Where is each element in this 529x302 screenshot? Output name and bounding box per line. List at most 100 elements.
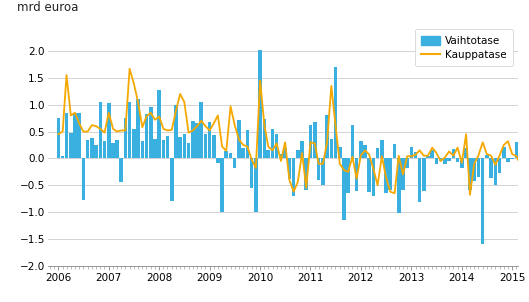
Bar [94, 145, 98, 158]
Bar [414, 153, 417, 158]
Bar [254, 158, 258, 212]
Bar [174, 105, 178, 158]
Bar [73, 113, 77, 158]
Bar [162, 140, 165, 158]
Bar [460, 158, 463, 168]
Bar [468, 158, 472, 190]
Bar [195, 124, 199, 158]
Bar [107, 103, 111, 158]
Bar [115, 140, 118, 158]
Bar [489, 158, 493, 178]
Bar [510, 158, 514, 159]
Bar [367, 158, 371, 192]
Bar [69, 133, 72, 158]
Bar [376, 148, 379, 158]
Bar [405, 158, 409, 168]
Bar [183, 134, 186, 158]
Bar [224, 151, 228, 158]
Bar [81, 158, 85, 200]
Bar [212, 135, 216, 158]
Bar [124, 118, 127, 158]
Bar [342, 158, 346, 220]
Bar [448, 158, 451, 161]
Bar [477, 158, 480, 177]
Bar [494, 158, 497, 185]
Bar [426, 156, 430, 158]
Bar [452, 149, 455, 158]
Bar [481, 158, 485, 244]
Bar [288, 158, 291, 179]
Bar [258, 50, 262, 158]
Bar [128, 102, 131, 158]
Bar [325, 115, 329, 158]
Bar [515, 142, 518, 158]
Bar [245, 130, 249, 158]
Bar [57, 118, 60, 158]
Bar [334, 67, 338, 158]
Bar [153, 139, 157, 158]
Bar [241, 148, 245, 158]
Bar [233, 158, 236, 168]
Bar [296, 150, 299, 158]
Bar [300, 141, 304, 158]
Bar [132, 129, 135, 158]
Bar [388, 158, 392, 190]
Bar [527, 134, 529, 158]
Bar [149, 108, 152, 158]
Bar [262, 119, 266, 158]
Bar [229, 153, 232, 158]
Bar [157, 90, 161, 158]
Bar [409, 146, 413, 158]
Bar [351, 125, 354, 158]
Bar [372, 158, 375, 196]
Bar [456, 158, 459, 162]
Bar [338, 146, 342, 158]
Bar [237, 120, 241, 158]
Bar [208, 122, 212, 158]
Bar [250, 158, 253, 188]
Bar [309, 124, 312, 158]
Bar [187, 143, 190, 158]
Bar [313, 122, 316, 158]
Bar [90, 138, 94, 158]
Bar [292, 158, 295, 196]
Bar [98, 102, 102, 158]
Bar [86, 140, 89, 158]
Bar [363, 146, 367, 158]
Bar [435, 158, 438, 164]
Bar [178, 137, 182, 158]
Bar [506, 158, 510, 162]
Bar [355, 158, 359, 191]
Bar [439, 158, 442, 161]
Bar [166, 136, 169, 158]
Bar [221, 158, 224, 212]
Bar [518, 158, 522, 187]
Bar [401, 158, 405, 190]
Text: mrd euroa: mrd euroa [17, 2, 78, 14]
Bar [397, 158, 400, 213]
Legend: Vaihtotase, Kauppatase: Vaihtotase, Kauppatase [415, 29, 513, 66]
Bar [267, 150, 270, 158]
Bar [216, 158, 220, 163]
Bar [443, 158, 447, 164]
Bar [321, 158, 325, 185]
Bar [204, 134, 207, 158]
Bar [472, 158, 476, 181]
Bar [384, 158, 388, 193]
Bar [111, 143, 115, 158]
Bar [191, 121, 195, 158]
Bar [284, 148, 287, 158]
Bar [346, 158, 350, 193]
Bar [523, 158, 526, 186]
Bar [199, 102, 203, 158]
Bar [359, 141, 363, 158]
Bar [136, 99, 140, 158]
Bar [380, 140, 384, 158]
Bar [304, 158, 308, 190]
Bar [422, 158, 426, 191]
Bar [502, 146, 506, 158]
Bar [103, 141, 106, 158]
Bar [431, 150, 434, 158]
Bar [393, 144, 396, 158]
Bar [170, 158, 174, 201]
